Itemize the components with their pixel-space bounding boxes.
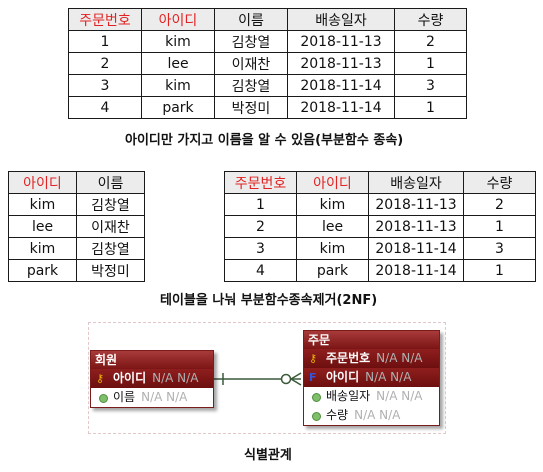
foreign-key-icon: F bbox=[309, 371, 317, 384]
header-row: 아이디 이름 bbox=[8, 171, 145, 194]
primary-key-icon: ⚷ bbox=[96, 372, 105, 385]
table-cell: 1 bbox=[463, 259, 536, 282]
attribute-row[interactable]: ⚷ 주문번호 N/A N/A bbox=[304, 349, 439, 368]
header-row: 주문번호 아이디 배송일자 수량 bbox=[224, 171, 536, 194]
attribute-type: N/A N/A bbox=[376, 351, 423, 365]
entity-order[interactable]: 주문 ⚷ 주문번호 N/A N/A F 아이디 N/A N/A 배송일자 N/A N/A 수량 N… bbox=[303, 330, 440, 426]
table-cell: 4 bbox=[68, 96, 142, 119]
column-header: 아이디 bbox=[141, 8, 215, 31]
table-cell: 2018-11-14 bbox=[287, 96, 395, 119]
column-header: 이름 bbox=[76, 171, 145, 194]
table-cell: 박정미 bbox=[214, 96, 288, 119]
table-cell: kim bbox=[141, 30, 215, 53]
column-header: 수량 bbox=[394, 8, 467, 31]
primary-key-icon: ⚷ bbox=[309, 352, 318, 365]
caption-partial-dependency: 아이디만 가지고 이름을 알 수 있음(부분함수 종속) bbox=[125, 133, 404, 148]
attribute-row[interactable]: ⚷ 아이디 N/A N/A bbox=[91, 369, 213, 388]
attribute-name: 아이디 bbox=[326, 370, 360, 384]
member-table: 아이디 이름 kim 김창열 lee 이재찬 kim 김창열 park 박정미 bbox=[8, 171, 145, 282]
attribute-name: 배송일자 bbox=[326, 389, 371, 403]
column-header: 주문번호 bbox=[68, 8, 142, 31]
entity-order-title: 주문 bbox=[304, 331, 439, 349]
table-row: 4 park 2018-11-14 1 bbox=[224, 259, 536, 282]
table-cell: 2018-11-14 bbox=[287, 74, 395, 97]
entity-member-title: 회원 bbox=[91, 351, 213, 369]
order-table-unnormalized: 주문번호 아이디 이름 배송일자 수량 1 kim 김창열 2018-11-13 2 2 lee 이재찬… bbox=[68, 8, 467, 119]
erd-canvas bbox=[88, 322, 446, 434]
attribute-name: 이름 bbox=[113, 390, 136, 404]
caption-identifying-relationship: 식별관계 bbox=[244, 448, 292, 463]
header-row: 주문번호 아이디 이름 배송일자 수량 bbox=[68, 8, 467, 31]
table-cell: 김창열 bbox=[214, 30, 288, 53]
table-row: 4 park 박정미 2018-11-14 1 bbox=[68, 96, 467, 119]
table-row: 3 kim 김창열 2018-11-14 3 bbox=[68, 74, 467, 97]
caption-2nf: 테이블을 나눠 부분함수종속제거(2NF) bbox=[160, 293, 378, 308]
table-row: park 박정미 bbox=[8, 259, 145, 282]
column-header: 아이디 bbox=[8, 171, 77, 194]
column-header: 이름 bbox=[214, 8, 288, 31]
table-cell: park bbox=[296, 259, 369, 282]
table-row: 1 kim 김창열 2018-11-13 2 bbox=[68, 30, 467, 53]
entity-member[interactable]: 회원 ⚷ 아이디 N/A N/A 이름 N/A N/A bbox=[90, 350, 214, 408]
table-cell: 박정미 bbox=[76, 259, 145, 282]
attribute-dot-icon bbox=[312, 412, 321, 421]
attribute-dot-icon bbox=[99, 394, 108, 403]
attribute-name: 주문번호 bbox=[326, 351, 371, 365]
attribute-type: N/A N/A bbox=[354, 408, 401, 422]
table-cell: park bbox=[8, 259, 77, 282]
attribute-dot-icon bbox=[312, 393, 321, 402]
attribute-row[interactable]: 수량 N/A N/A bbox=[304, 406, 439, 425]
table-row: kim 김창열 bbox=[8, 237, 145, 260]
table-cell: lee bbox=[296, 215, 369, 238]
table-row: 2 lee 이재찬 2018-11-13 1 bbox=[68, 52, 467, 75]
table-cell: park bbox=[141, 96, 215, 119]
table-cell: 2018-11-13 bbox=[368, 193, 464, 216]
attribute-type: N/A N/A bbox=[365, 370, 412, 384]
attribute-row[interactable]: F 아이디 N/A N/A bbox=[304, 368, 439, 387]
attribute-name: 수량 bbox=[326, 408, 349, 422]
order-table-normalized: 주문번호 아이디 배송일자 수량 1 kim 2018-11-13 2 2 lee 2018-11-… bbox=[224, 171, 536, 282]
column-header: 배송일자 bbox=[368, 171, 464, 194]
table-row: 2 lee 2018-11-13 1 bbox=[224, 215, 536, 238]
table-row: kim 김창열 bbox=[8, 193, 145, 216]
table-cell: 1 bbox=[394, 96, 467, 119]
table-cell: 2018-11-13 bbox=[287, 52, 395, 75]
table-cell: 4 bbox=[224, 259, 297, 282]
table-cell: 김창열 bbox=[76, 193, 145, 216]
attribute-name: 아이디 bbox=[113, 371, 147, 385]
table-cell: 2018-11-14 bbox=[368, 237, 464, 260]
attribute-type: N/A N/A bbox=[141, 390, 188, 404]
attribute-row[interactable]: 배송일자 N/A N/A bbox=[304, 387, 439, 406]
attribute-row[interactable]: 이름 N/A N/A bbox=[91, 388, 213, 407]
table-row: 3 kim 2018-11-14 3 bbox=[224, 237, 536, 260]
attribute-type: N/A N/A bbox=[376, 389, 423, 403]
column-header: 아이디 bbox=[296, 171, 369, 194]
attribute-type: N/A N/A bbox=[152, 371, 199, 385]
table-cell: 2018-11-13 bbox=[368, 215, 464, 238]
